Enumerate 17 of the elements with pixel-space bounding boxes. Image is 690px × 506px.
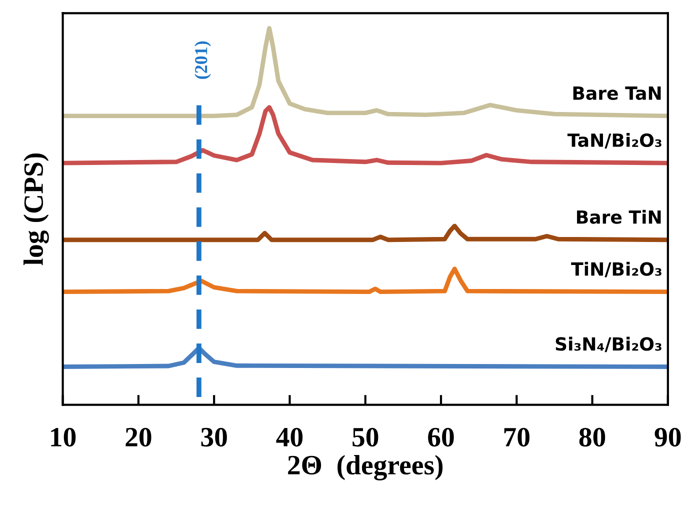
x-tick-label: 60 (428, 428, 454, 447)
series-label: TaN/Bi₂O₃ (567, 133, 662, 148)
series-label: TiN/Bi₂O₃ (571, 262, 662, 278)
x-tick-label: 70 (504, 428, 530, 447)
series-label: Bare TaN (573, 86, 661, 100)
series-label: Si₃N₄/Bi₂O₃ (556, 336, 662, 352)
x-tick-label: 50 (352, 428, 378, 447)
annotation: (201) (194, 41, 211, 79)
x-axis-title: 2Θ (degrees) (288, 454, 443, 480)
x-tick-label: 80 (579, 428, 606, 447)
x-tick-label: 30 (201, 428, 227, 447)
series-label: Bare TiN (577, 210, 661, 224)
y-axis-title: log (CPS) (23, 153, 49, 266)
x-tick-label: 20 (126, 428, 152, 447)
x-tick-label: 10 (51, 428, 76, 447)
x-tick-label: 90 (654, 428, 681, 447)
x-tick-label: 40 (276, 428, 303, 447)
